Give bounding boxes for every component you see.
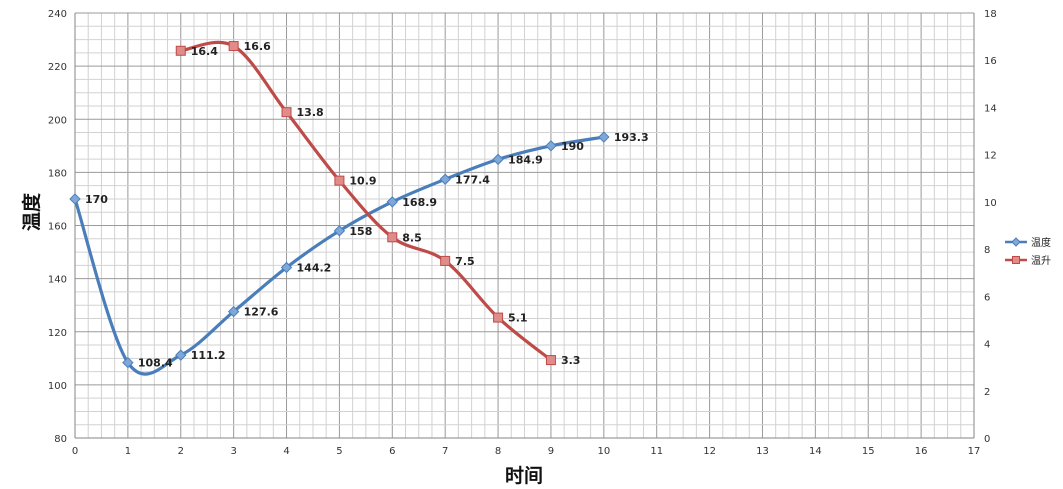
y-right-tick-label: 8: [984, 245, 990, 256]
x-tick-label: 10: [597, 446, 610, 457]
y-left-tick-label: 80: [54, 434, 67, 445]
y-axis-title: 温度: [20, 192, 43, 231]
data-point-diamond: [386, 196, 399, 208]
series-temperature: [69, 131, 610, 376]
data-label: 108.4: [138, 357, 173, 370]
y-right-tick-label: 4: [984, 340, 990, 351]
data-point-square: [387, 232, 398, 243]
data-point-diamond: [122, 356, 134, 369]
data-label: 190: [561, 140, 584, 153]
data-label: 7.5: [455, 255, 475, 268]
data-label: 144.2: [297, 261, 332, 274]
x-tick-label: 12: [703, 446, 716, 457]
x-tick-label: 3: [230, 446, 236, 457]
data-point-diamond: [175, 349, 187, 361]
data-point-diamond: [439, 173, 451, 185]
y-left-tick-label: 180: [48, 168, 67, 179]
data-point-square: [228, 41, 239, 52]
data-label: 13.8: [297, 106, 324, 119]
x-tick-label: 1: [125, 446, 131, 457]
legend-label: 温升: [1031, 255, 1051, 267]
data-point-diamond: [69, 193, 81, 205]
data-label: 5.1: [508, 312, 528, 325]
x-tick-label: 4: [283, 446, 289, 457]
data-point-diamond: [545, 140, 557, 152]
y-left-tick-label: 100: [48, 381, 67, 392]
data-label: 177.4: [455, 173, 490, 186]
x-tick-label: 13: [756, 446, 769, 457]
grid: [74, 12, 975, 439]
x-tick-label: 17: [968, 446, 981, 457]
x-tick-label: 6: [389, 446, 395, 457]
x-tick-label: 2: [178, 446, 184, 457]
data-point-diamond: [227, 305, 240, 318]
data-label: 8.5: [402, 231, 422, 244]
data-point-square: [545, 355, 556, 366]
y-left-tick-label: 140: [48, 275, 67, 286]
data-label: 127.6: [244, 306, 279, 319]
legend-label: 温度: [1031, 236, 1051, 249]
y-right-tick-label: 18: [984, 9, 997, 20]
data-label: 16.4: [191, 45, 218, 58]
data-point-square: [440, 255, 451, 266]
x-tick-label: 14: [809, 446, 822, 457]
data-point-diamond: [598, 131, 610, 143]
legend-marker-square: [1012, 256, 1020, 264]
y-right-tick-label: 6: [984, 292, 990, 303]
data-point-square: [175, 45, 186, 56]
x-tick-label: 5: [336, 446, 342, 457]
y-left-tick-label: 160: [48, 222, 67, 233]
data-point-diamond: [492, 153, 504, 166]
y-right-tick-label: 10: [984, 198, 997, 209]
data-label: 193.3: [614, 131, 649, 144]
data-point-square: [281, 107, 292, 118]
x-tick-label: 9: [548, 446, 554, 457]
x-axis-title: 时间: [505, 465, 543, 487]
data-label: 111.2: [191, 349, 226, 362]
x-tick-label: 7: [442, 446, 448, 457]
x-tick-label: 15: [862, 446, 875, 457]
x-tick-label: 16: [915, 446, 928, 457]
legend-marker-diamond: [1011, 237, 1021, 247]
y-right-tick-label: 12: [984, 151, 997, 162]
data-label: 158: [349, 225, 372, 238]
data-label: 170: [85, 193, 108, 206]
data-point-square: [334, 175, 345, 186]
x-tick-label: 0: [72, 446, 78, 457]
y-right-tick-label: 14: [984, 103, 997, 114]
data-label: 10.9: [349, 175, 376, 188]
series-group: [69, 40, 610, 376]
y-right-tick-label: 2: [984, 387, 990, 398]
y-right-tick-label: 0: [984, 434, 990, 445]
axes: 0 1 2 3 4 5 6 7 8 9 10 11 12 13 14 15 16 1780100120140160…: [48, 9, 997, 457]
data-label: 184.9: [508, 153, 543, 166]
x-tick-label: 8: [495, 446, 501, 457]
x-tick-label: 11: [650, 446, 663, 457]
y-left-tick-label: 200: [48, 115, 67, 126]
data-label: 16.6: [244, 40, 271, 53]
data-point-square: [493, 312, 504, 323]
data-label: 168.9: [402, 196, 437, 209]
data-point-diamond: [280, 261, 293, 274]
y-left-tick-label: 240: [48, 9, 67, 20]
y-right-tick-label: 16: [984, 56, 997, 67]
data-label: 3.3: [561, 354, 581, 367]
y-left-tick-label: 220: [48, 62, 67, 73]
data-labels: 170 108.4 111.2 127.6 144.2 158 168.9 177.4 184.…: [85, 40, 649, 370]
y-left-tick-label: 120: [48, 328, 67, 339]
data-point-diamond: [333, 225, 346, 237]
series-temperature-rise: [175, 40, 556, 366]
